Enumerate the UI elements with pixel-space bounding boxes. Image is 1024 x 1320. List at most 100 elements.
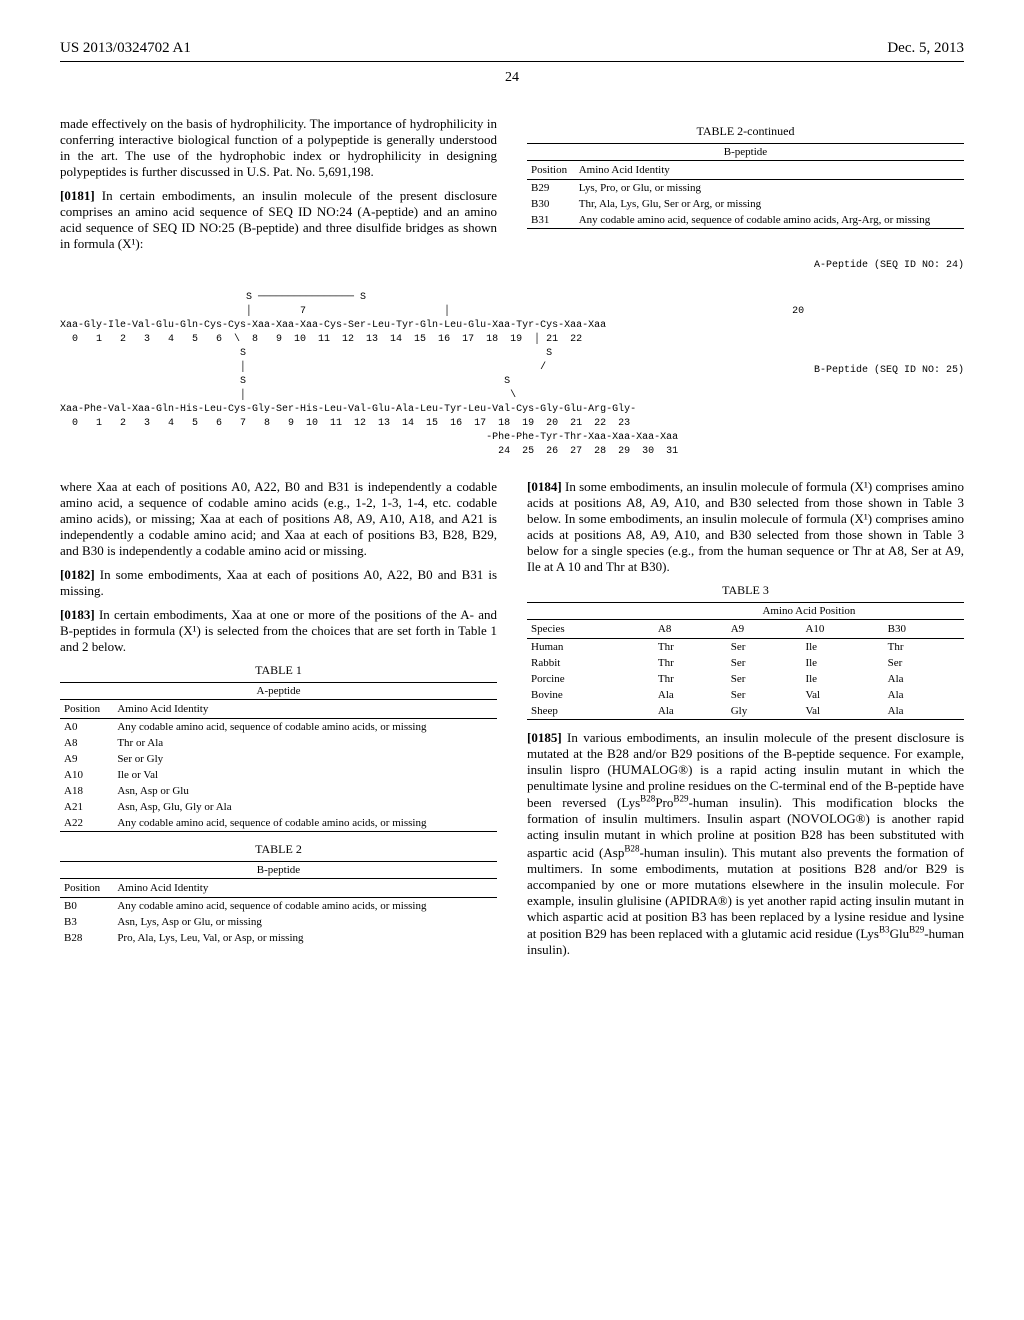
para-0182: [0182] In some embodiments, Xaa at each …	[60, 567, 497, 599]
publication-number: US 2013/0324702 A1	[60, 40, 191, 57]
table2-caption: B-peptide	[527, 144, 964, 161]
table3-col-a9: A9	[727, 620, 802, 639]
table1-col-position: Position	[60, 700, 113, 719]
table3-col-a8: A8	[654, 620, 727, 639]
table-cell: Ser or Gly	[113, 751, 497, 767]
table-cell: Pro, Ala, Lys, Leu, Val, or Asp, or miss…	[113, 930, 497, 946]
table3-col-a10: A10	[801, 620, 883, 639]
table-cell: Val	[801, 687, 883, 703]
table-cell: B28	[60, 930, 113, 946]
table1-title: TABLE 1	[60, 663, 497, 678]
table-cell: Thr	[654, 671, 727, 687]
table-cell: Ser	[727, 671, 802, 687]
table-cell: Ile	[801, 671, 883, 687]
table2-cont-title: TABLE 2-continued	[527, 124, 964, 139]
table-3: Amino Acid Position Species A8 A9 A10 B3…	[527, 602, 964, 720]
seq-label-b: B-Peptide (SEQ ID NO: 25)	[814, 365, 964, 376]
table-cell: Ala	[884, 671, 964, 687]
table-cell: B0	[60, 898, 113, 915]
table-cell: A22	[60, 815, 113, 832]
table-cell: B30	[527, 196, 575, 212]
para-after-seq: where Xaa at each of positions A0, A22, …	[60, 479, 497, 559]
table-cell: B3	[60, 914, 113, 930]
para-0185: [0185] In various embodiments, an insuli…	[527, 730, 964, 958]
table-cell: Human	[527, 639, 654, 656]
table-2: B-peptide Position Amino Acid Identity B…	[60, 861, 497, 946]
para-0181-text: In certain embodiments, an insulin molec…	[60, 188, 497, 251]
table1-caption: A-peptide	[60, 683, 497, 700]
bottom-columns: where Xaa at each of positions A0, A22, …	[60, 479, 964, 966]
table-cell: B31	[527, 212, 575, 229]
bottom-left-column: where Xaa at each of positions A0, A22, …	[60, 479, 497, 966]
table-cell: Ser	[727, 639, 802, 656]
table-cell: Asn, Lys, Asp or Glu, or missing	[113, 914, 497, 930]
para-0185-text: In various embodiments, an insulin molec…	[527, 730, 964, 957]
table3-col-species: Species	[527, 620, 654, 639]
top-left-column: made effectively on the basis of hydroph…	[60, 116, 497, 260]
table-2-continued: B-peptide Position Amino Acid Identity B…	[527, 143, 964, 229]
table-cell: Thr	[654, 655, 727, 671]
para-0183: [0183] In certain embodiments, Xaa at on…	[60, 607, 497, 655]
table-cell: Any codable amino acid, sequence of coda…	[575, 212, 964, 229]
table-cell: Porcine	[527, 671, 654, 687]
table-cell: A18	[60, 783, 113, 799]
table-cell: Ala	[654, 703, 727, 720]
table-cell: A10	[60, 767, 113, 783]
table2b-caption: B-peptide	[60, 862, 497, 879]
para-0181: [0181] In certain embodiments, an insuli…	[60, 188, 497, 252]
table-cell: Rabbit	[527, 655, 654, 671]
table1-col-identity: Amino Acid Identity	[113, 700, 497, 719]
table2b-col-identity: Amino Acid Identity	[113, 879, 497, 898]
para-num-0181: [0181]	[60, 188, 95, 203]
table-cell: Ala	[884, 687, 964, 703]
table-cell: Any codable amino acid, sequence of coda…	[113, 898, 497, 915]
table-cell: A9	[60, 751, 113, 767]
table-cell: A21	[60, 799, 113, 815]
table-cell: Val	[801, 703, 883, 720]
table-cell: Asn, Asp, Glu, Gly or Ala	[113, 799, 497, 815]
table3-title: TABLE 3	[527, 583, 964, 598]
intro-para: made effectively on the basis of hydroph…	[60, 116, 497, 180]
table3-col-b30: B30	[884, 620, 964, 639]
table3-header: Amino Acid Position	[654, 603, 964, 620]
bottom-right-column: [0184] In some embodiments, an insulin m…	[527, 479, 964, 966]
table-cell: Ile or Val	[113, 767, 497, 783]
table-cell: Asn, Asp or Glu	[113, 783, 497, 799]
para-0183-text: In certain embodiments, Xaa at one or mo…	[60, 607, 497, 654]
publication-date: Dec. 5, 2013	[887, 40, 964, 57]
para-0182-text: In some embodiments, Xaa at each of posi…	[60, 567, 497, 598]
table-cell: Ser	[884, 655, 964, 671]
para-num-0184: [0184]	[527, 479, 562, 494]
para-0184-text: In some embodiments, an insulin molecule…	[527, 479, 964, 574]
table2b-title: TABLE 2	[60, 842, 497, 857]
top-right-column: TABLE 2-continued B-peptide Position Ami…	[527, 116, 964, 260]
table-cell: Any codable amino acid, sequence of coda…	[113, 815, 497, 832]
table-cell: Ser	[727, 687, 802, 703]
table-cell: Lys, Pro, or Glu, or missing	[575, 180, 964, 197]
table-cell: Ile	[801, 655, 883, 671]
table-cell: Ser	[727, 655, 802, 671]
table-cell: Sheep	[527, 703, 654, 720]
table-cell: Thr	[654, 639, 727, 656]
sequence-diagram: A-Peptide (SEQ ID NO: 24) S ────────────…	[60, 260, 964, 459]
table-cell: Ile	[801, 639, 883, 656]
table2-col-identity: Amino Acid Identity	[575, 161, 964, 180]
table-cell: Thr	[884, 639, 964, 656]
page-header: US 2013/0324702 A1 Dec. 5, 2013	[60, 40, 964, 62]
table-cell: Thr or Ala	[113, 735, 497, 751]
table2-col-position: Position	[527, 161, 575, 180]
table-cell: Any codable amino acid, sequence of coda…	[113, 719, 497, 736]
table-cell: A8	[60, 735, 113, 751]
table2b-col-position: Position	[60, 879, 113, 898]
table-cell: Bovine	[527, 687, 654, 703]
table-cell: A0	[60, 719, 113, 736]
seq-label-a: A-Peptide (SEQ ID NO: 24)	[60, 260, 964, 271]
para-num-0185: [0185]	[527, 730, 562, 745]
table-cell: Ala	[884, 703, 964, 720]
top-columns: made effectively on the basis of hydroph…	[60, 116, 964, 260]
page-number: 24	[60, 70, 964, 86]
para-num-0183: [0183]	[60, 607, 95, 622]
table-cell: Ala	[654, 687, 727, 703]
table-1: A-peptide Position Amino Acid Identity A…	[60, 682, 497, 832]
para-num-0182: [0182]	[60, 567, 95, 582]
